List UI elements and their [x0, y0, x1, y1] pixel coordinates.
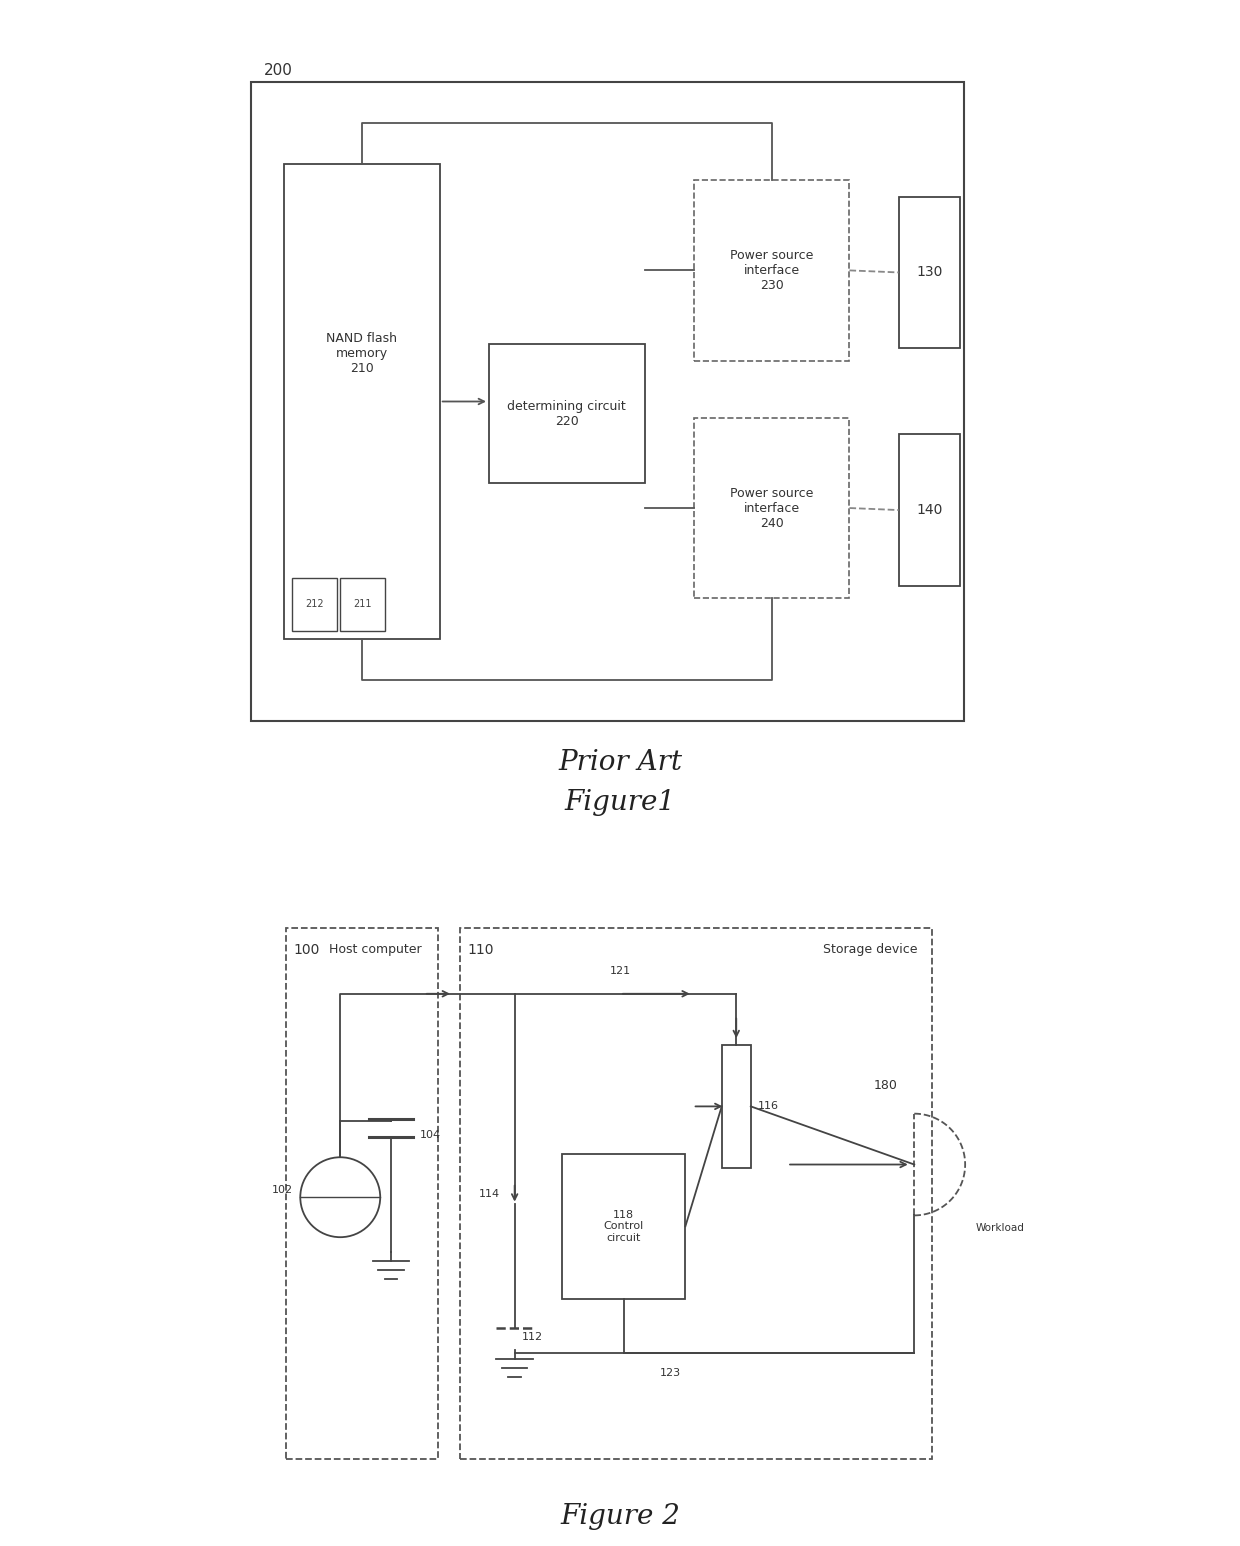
Text: Power source
interface
240: Power source interface 240: [730, 487, 813, 530]
Text: determining circuit
220: determining circuit 220: [507, 400, 626, 428]
Bar: [722, 1045, 750, 1169]
Text: 200: 200: [264, 63, 293, 77]
Text: Host computer: Host computer: [330, 943, 422, 955]
Text: 102: 102: [272, 1184, 293, 1195]
Bar: [562, 1153, 686, 1299]
Bar: [460, 928, 932, 1459]
Bar: [285, 928, 439, 1459]
Bar: [899, 196, 960, 348]
Text: Power source
interface
230: Power source interface 230: [730, 249, 813, 292]
Text: 100: 100: [293, 943, 320, 957]
Text: Prior Art: Prior Art: [558, 748, 682, 776]
Text: 114: 114: [479, 1189, 500, 1198]
Text: 121: 121: [609, 966, 631, 976]
Text: Storage device: Storage device: [823, 943, 918, 955]
Text: 130: 130: [916, 266, 942, 280]
Text: 116: 116: [758, 1101, 779, 1112]
Text: 212: 212: [305, 600, 324, 609]
Bar: [284, 164, 440, 638]
Text: Workload: Workload: [976, 1223, 1025, 1232]
Bar: [340, 578, 384, 631]
Text: 211: 211: [353, 600, 372, 609]
Text: Figure1: Figure1: [564, 790, 676, 816]
Text: 104: 104: [420, 1130, 441, 1141]
Bar: [489, 345, 645, 484]
Bar: [899, 434, 960, 586]
Text: 112: 112: [522, 1331, 543, 1342]
Bar: [693, 417, 849, 598]
Text: 110: 110: [467, 943, 494, 957]
Text: 140: 140: [916, 502, 942, 516]
Bar: [293, 578, 337, 631]
Bar: [252, 82, 965, 720]
Bar: [693, 181, 849, 360]
Text: 123: 123: [661, 1368, 682, 1377]
Text: 180: 180: [873, 1079, 898, 1091]
Text: 118
Control
circuit: 118 Control circuit: [604, 1209, 644, 1243]
Text: Figure 2: Figure 2: [560, 1503, 680, 1531]
Text: NAND flash
memory
210: NAND flash memory 210: [326, 332, 397, 376]
